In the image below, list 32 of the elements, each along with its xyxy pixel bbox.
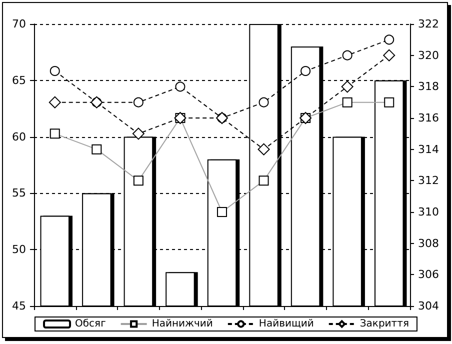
y2-tick-label: 304 [418, 300, 439, 312]
legend-label: Закриття [360, 318, 409, 330]
point [300, 66, 311, 76]
y2-tick-label: 320 [418, 48, 439, 62]
y2-tick-label: 310 [418, 206, 439, 218]
point [384, 34, 394, 45]
point [175, 82, 186, 92]
legend-label: Найвищий [258, 318, 314, 330]
y-tick-label: 50 [12, 243, 26, 256]
point [258, 97, 269, 108]
point [133, 97, 144, 108]
y2-tick-label: 316 [418, 112, 439, 124]
y2-tick-label: 322 [418, 18, 439, 30]
y-tick-label: 55 [12, 186, 26, 200]
point [383, 49, 396, 62]
legend-label: Обсяг [75, 318, 106, 330]
point [132, 128, 144, 140]
y-tick-label: 65 [12, 74, 26, 87]
point [342, 50, 352, 60]
point [258, 143, 270, 156]
y-tick-label: 60 [12, 130, 26, 144]
point [50, 66, 60, 76]
y2-tick-label: 318 [418, 80, 439, 94]
legend-label: Найнижчий [152, 318, 213, 330]
y2-tick-label: 312 [418, 174, 439, 188]
y-tick-label: 70 [12, 18, 26, 30]
y2-tick-label: 314 [418, 142, 439, 156]
point [341, 80, 354, 93]
y2-tick-label: 308 [418, 236, 439, 250]
y-tick-label: 45 [12, 300, 26, 312]
y2-tick-label: 306 [418, 268, 439, 282]
point [48, 96, 61, 108]
